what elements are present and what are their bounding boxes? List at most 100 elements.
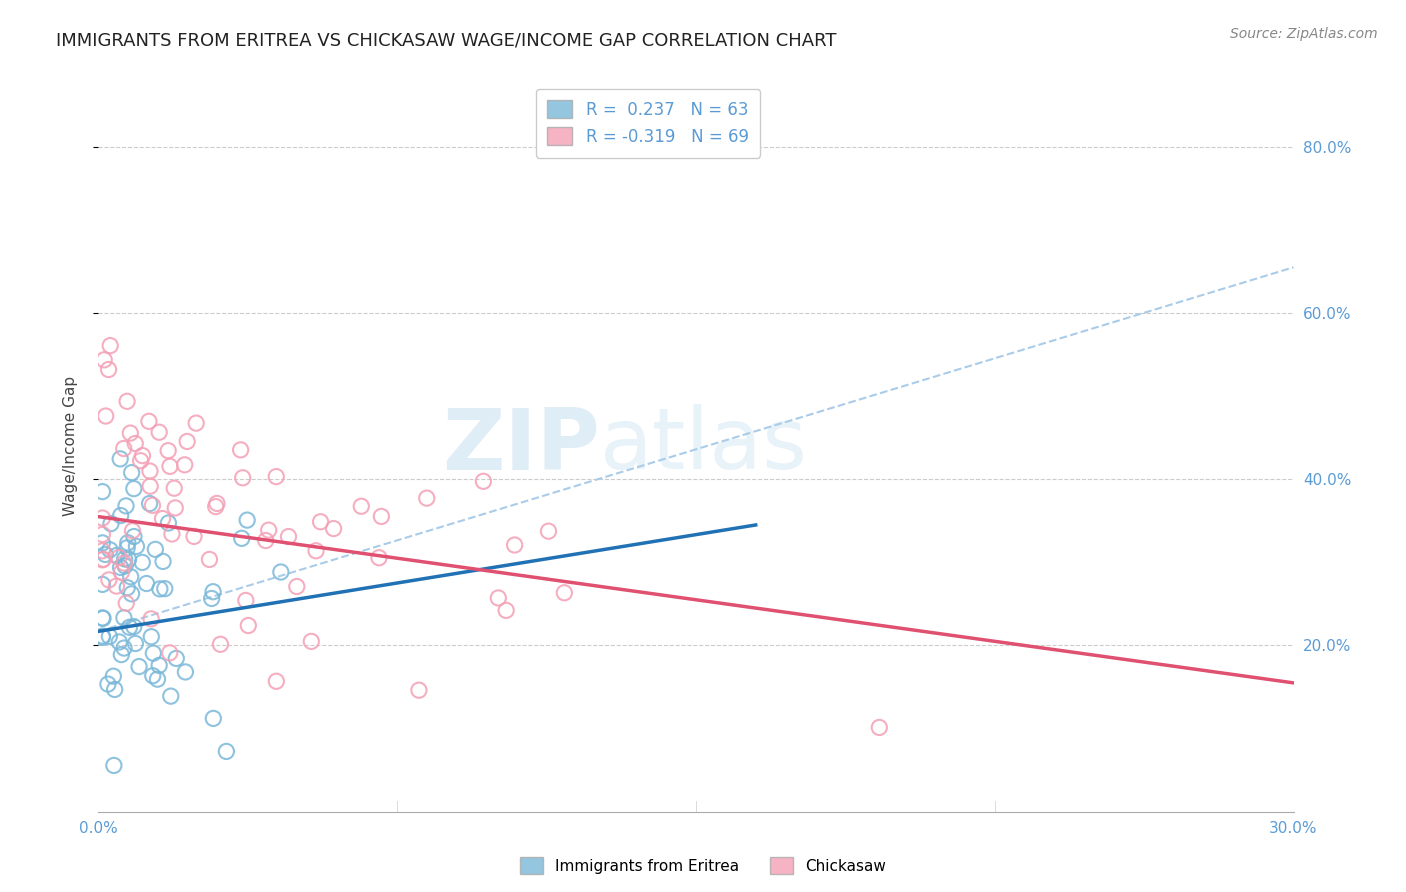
Point xyxy=(108,550,131,565)
Point xyxy=(305,543,328,558)
Point xyxy=(114,558,136,573)
Point xyxy=(142,669,165,683)
Legend: Immigrants from Eritrea, Chickasaw: Immigrants from Eritrea, Chickasaw xyxy=(515,851,891,880)
Point xyxy=(139,464,162,478)
Point xyxy=(91,536,114,550)
Point xyxy=(128,659,150,673)
Point xyxy=(138,414,160,428)
Point xyxy=(112,611,135,625)
Point xyxy=(112,556,135,570)
Point xyxy=(91,511,114,525)
Point xyxy=(152,511,174,525)
Point xyxy=(100,516,122,531)
Point xyxy=(148,658,170,673)
Point xyxy=(124,636,146,650)
Point xyxy=(98,542,121,557)
Point xyxy=(139,479,162,493)
Point xyxy=(91,631,114,645)
Point xyxy=(103,669,125,683)
Point xyxy=(117,552,139,566)
Point xyxy=(322,522,344,536)
Text: Source: ZipAtlas.com: Source: ZipAtlas.com xyxy=(1230,27,1378,41)
Point xyxy=(285,580,308,594)
Point xyxy=(93,352,115,367)
Point xyxy=(157,443,180,458)
Point xyxy=(277,530,299,544)
Point xyxy=(91,543,114,558)
Text: atlas: atlas xyxy=(600,404,808,488)
Point xyxy=(131,556,153,570)
Point xyxy=(204,500,226,514)
Point xyxy=(91,611,114,625)
Point xyxy=(125,540,148,554)
Point xyxy=(235,593,257,607)
Point xyxy=(215,744,238,758)
Point xyxy=(416,491,439,505)
Point xyxy=(120,570,142,584)
Point xyxy=(103,758,125,772)
Point xyxy=(114,552,136,566)
Point xyxy=(115,499,138,513)
Point xyxy=(145,542,167,557)
Point xyxy=(553,586,575,600)
Point xyxy=(129,453,152,467)
Point xyxy=(91,611,114,625)
Point xyxy=(186,416,208,430)
Point xyxy=(121,466,143,480)
Point xyxy=(115,596,138,610)
Point xyxy=(176,434,198,449)
Point xyxy=(121,587,143,601)
Point xyxy=(254,533,277,548)
Point xyxy=(209,637,232,651)
Point xyxy=(139,612,162,626)
Text: IMMIGRANTS FROM ERITREA VS CHICKASAW WAGE/INCOME GAP CORRELATION CHART: IMMIGRANTS FROM ERITREA VS CHICKASAW WAG… xyxy=(56,31,837,49)
Point xyxy=(112,641,135,656)
Point xyxy=(93,552,115,566)
Point xyxy=(146,672,169,686)
Point xyxy=(105,579,128,593)
Point xyxy=(486,591,509,605)
Point xyxy=(120,426,142,441)
Point xyxy=(91,577,114,591)
Point xyxy=(537,524,560,539)
Point xyxy=(202,711,225,725)
Point xyxy=(350,500,373,514)
Point xyxy=(138,496,160,510)
Point xyxy=(97,573,120,587)
Point xyxy=(122,619,145,633)
Y-axis label: Wage/Income Gap: Wage/Income Gap xyxy=(63,376,77,516)
Point xyxy=(309,515,332,529)
Point xyxy=(165,651,187,665)
Point xyxy=(472,475,495,489)
Point xyxy=(94,409,117,423)
Point xyxy=(110,560,132,574)
Point xyxy=(236,513,259,527)
Point xyxy=(173,458,195,472)
Point xyxy=(205,496,228,510)
Point xyxy=(110,508,132,523)
Point xyxy=(299,634,322,648)
Point xyxy=(229,442,252,457)
Point xyxy=(104,682,127,697)
Point xyxy=(141,630,163,644)
Point xyxy=(238,618,260,632)
Point xyxy=(94,548,117,562)
Point xyxy=(149,582,172,596)
Point xyxy=(97,362,120,376)
Point xyxy=(124,436,146,450)
Point xyxy=(198,552,221,566)
Point xyxy=(231,531,253,545)
Point xyxy=(495,603,517,617)
Point xyxy=(153,582,176,596)
Point xyxy=(115,394,138,409)
Point xyxy=(118,620,141,634)
Text: ZIP: ZIP xyxy=(443,404,600,488)
Point xyxy=(157,516,180,530)
Point xyxy=(408,683,430,698)
Point xyxy=(257,523,280,537)
Point xyxy=(91,484,114,499)
Point xyxy=(160,527,183,541)
Point xyxy=(117,535,139,549)
Point xyxy=(174,665,197,679)
Point xyxy=(183,529,205,543)
